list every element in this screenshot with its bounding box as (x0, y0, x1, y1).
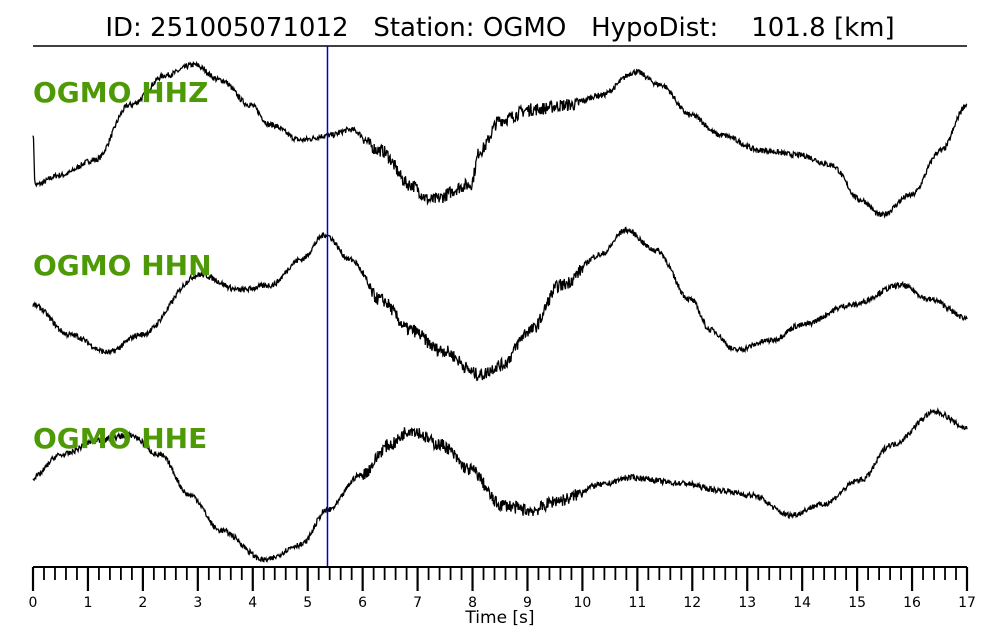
x-tick-label: 10 (573, 595, 591, 611)
x-tick-label: 16 (903, 595, 921, 611)
x-tick-label: 4 (248, 595, 257, 611)
x-tick-label: 0 (29, 595, 38, 611)
x-tick-label: 17 (958, 595, 976, 611)
x-tick-label: 8 (468, 595, 477, 611)
channel-label: OGMO HHZ (33, 76, 208, 109)
x-tick-label: 11 (628, 595, 646, 611)
chart-title: ID: 251005071012 Station: OGMO HypoDist:… (105, 13, 894, 43)
channel-labels: OGMO HHZ OGMO HHN OGMO HHE (33, 76, 212, 455)
x-tick-label: 13 (738, 595, 756, 611)
x-tick-label: 14 (793, 595, 811, 611)
channel-label: OGMO HHE (33, 422, 207, 455)
x-tick-label: 5 (303, 595, 312, 611)
x-tick-label: 7 (413, 595, 422, 611)
x-tick-label: 3 (193, 595, 202, 611)
trace-ogmo-hhe (32, 407, 968, 563)
traces (32, 60, 968, 563)
x-axis-label: Time [s] (464, 608, 534, 628)
x-tick-label: 2 (138, 595, 147, 611)
x-tick-label: 1 (83, 595, 92, 611)
x-tick-label: 6 (358, 595, 367, 611)
x-axis: 0 1 2 3 4 5 6 7 8 9 10 11 12 13 14 15 16 17 (29, 566, 976, 611)
x-tick-label: 12 (683, 595, 701, 611)
x-tick-label: 15 (848, 595, 866, 611)
channel-label: OGMO HHN (33, 249, 212, 282)
x-tick-label: 9 (523, 595, 532, 611)
trace-ogmo-hhz (32, 60, 968, 219)
trace-ogmo-hhn (32, 226, 968, 382)
